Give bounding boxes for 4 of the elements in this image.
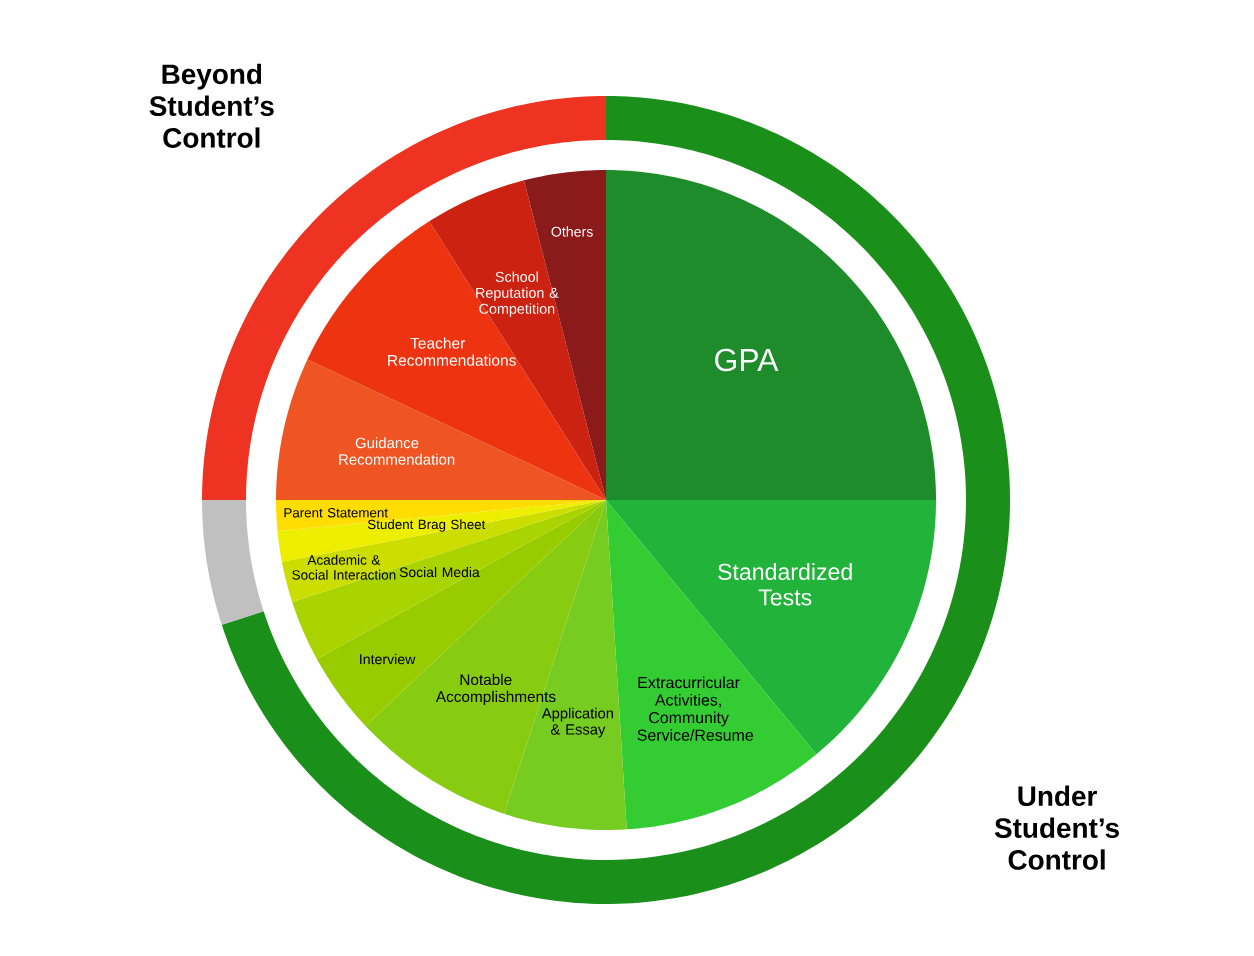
- slice-label: Standardized Tests: [718, 563, 852, 606]
- slice-label: Beyond Student’s Control: [149, 63, 274, 148]
- slice-label: Under Student’s Control: [994, 785, 1119, 870]
- slice-label: GPA: [715, 348, 779, 372]
